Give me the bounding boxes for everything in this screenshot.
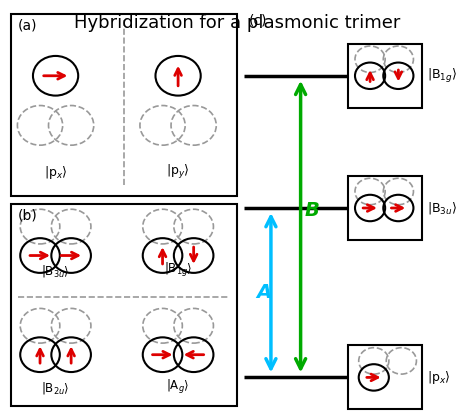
Text: (b): (b) bbox=[18, 209, 37, 223]
Bar bbox=[11, 14, 237, 196]
Text: B: B bbox=[305, 201, 320, 220]
Text: |p$_x$⟩: |p$_x$⟩ bbox=[44, 164, 67, 181]
Text: |B$_{2u}$⟩: |B$_{2u}$⟩ bbox=[41, 380, 70, 396]
Bar bbox=[348, 44, 422, 108]
Bar bbox=[348, 176, 422, 240]
Text: (c): (c) bbox=[249, 14, 267, 28]
Text: Hybridization for a plasmonic trimer: Hybridization for a plasmonic trimer bbox=[74, 14, 400, 32]
Text: |p$_x$⟩: |p$_x$⟩ bbox=[427, 369, 450, 386]
Bar bbox=[348, 345, 422, 409]
Text: |B$_{3u}$⟩: |B$_{3u}$⟩ bbox=[41, 263, 70, 279]
Text: |A$_g$⟩: |A$_g$⟩ bbox=[166, 378, 190, 396]
Text: |p$_y$⟩: |p$_y$⟩ bbox=[166, 163, 190, 181]
Text: A: A bbox=[256, 283, 271, 302]
Text: |B$_{1g}$⟩: |B$_{1g}$⟩ bbox=[164, 261, 192, 279]
Bar bbox=[11, 204, 237, 406]
Text: |B$_{3u}$⟩: |B$_{3u}$⟩ bbox=[427, 200, 457, 216]
Text: (a): (a) bbox=[18, 19, 37, 33]
Text: |B$_{1g}$⟩: |B$_{1g}$⟩ bbox=[427, 67, 457, 85]
